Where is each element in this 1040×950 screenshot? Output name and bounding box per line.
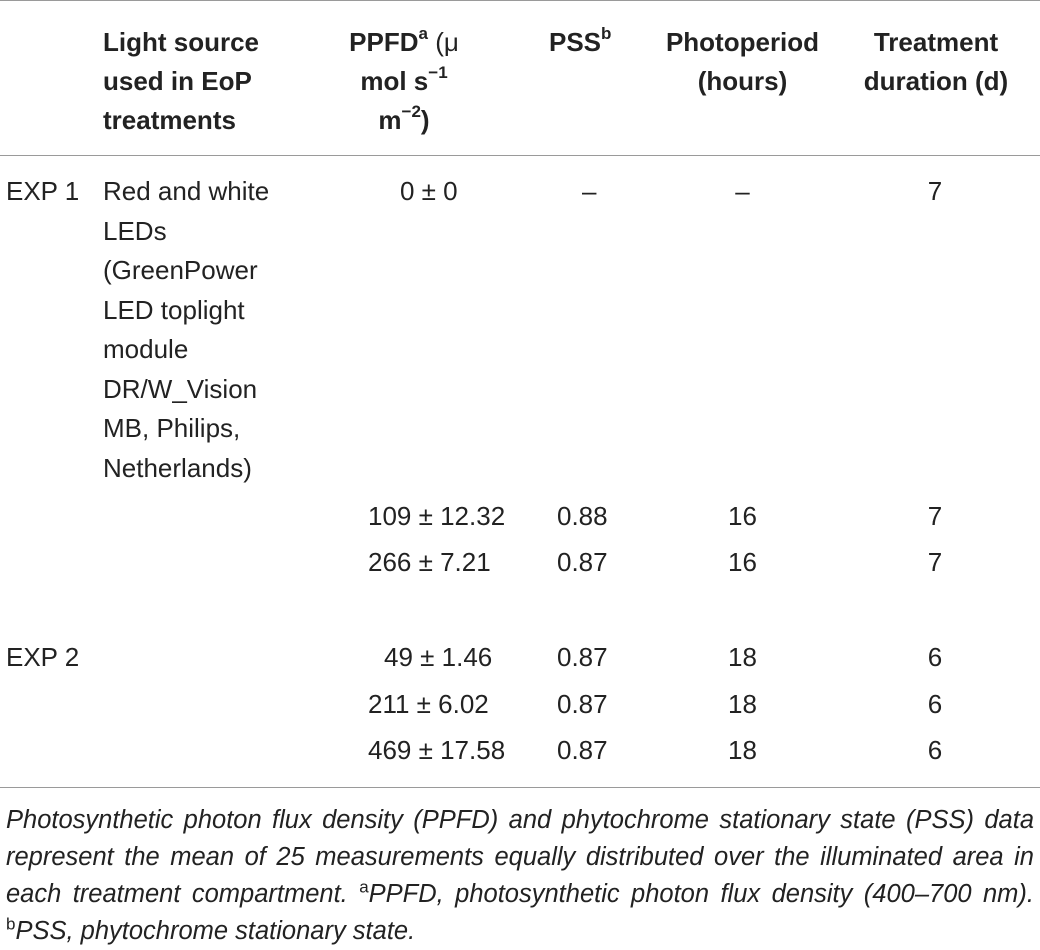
row6-duration: 6	[927, 735, 943, 765]
row2-photoperiod: 16	[728, 501, 757, 531]
row1-photoperiod: –	[735, 176, 750, 206]
row4-experiment: EXP 2	[6, 642, 80, 672]
row1-light-source: Red and white LEDs (GreenPower LED topli…	[103, 176, 270, 483]
row3-photoperiod: 16	[728, 547, 757, 577]
caption-footnote-a-mark: a	[359, 877, 369, 897]
header-pss-label: PSS	[549, 27, 602, 57]
header-ppfd-unit-end: )	[420, 105, 430, 135]
row3-duration: 7	[927, 547, 943, 577]
header-ppfd-unit-mol: mol s	[360, 66, 429, 96]
header-ppfd-unit-start: (μ	[427, 27, 459, 57]
caption-footnote-b: PSS, phytochrome stationary state.	[15, 917, 416, 945]
header-light-source: Light source used in EoP treatments	[103, 23, 303, 140]
row2-duration: 7	[927, 501, 943, 531]
header-light-source-line2: used in EoP	[103, 66, 252, 96]
header-ppfd-line2: mol s−1	[330, 62, 478, 101]
row1-experiment: EXP 1	[6, 176, 80, 206]
header-pss: PSSb	[549, 23, 629, 62]
header-ppfd-line1: PPFDa (μ	[330, 23, 478, 62]
table-bottom-rule	[0, 787, 1040, 788]
row5-photoperiod: 18	[728, 689, 757, 719]
row5-pss: 0.87	[557, 689, 608, 719]
header-ppfd-unit-exp2: −2	[401, 102, 421, 122]
row1-ppfd: 0 ± 0	[400, 176, 458, 206]
header-photoperiod: Photoperiod (hours)	[655, 23, 830, 101]
caption-main-text: Photosynthetic photon flux density (PPFD…	[6, 806, 1034, 908]
header-ppfd-unit-m: m	[378, 105, 402, 135]
header-light-source-line3: treatments	[103, 105, 236, 135]
row6-pss: 0.87	[557, 735, 608, 765]
caption-footnote-a: PPFD, photosynthetic photon flux density…	[368, 880, 1034, 908]
row6-photoperiod: 18	[728, 735, 757, 765]
header-treatment-line2: duration (d)	[863, 66, 1009, 96]
row1-pss: –	[582, 176, 597, 206]
row4-pss: 0.87	[557, 642, 608, 672]
row6-ppfd: 469 ± 17.58	[368, 735, 506, 765]
header-photoperiod-line2: (hours)	[697, 66, 788, 96]
row4-ppfd: 49 ± 1.46	[384, 642, 493, 672]
header-treatment-duration: Treatment duration (d)	[850, 23, 1022, 101]
header-light-source-line1: Light source	[103, 27, 260, 57]
row2-ppfd: 109 ± 12.32	[368, 501, 506, 531]
header-treatment-line1: Treatment	[873, 27, 999, 57]
row2-pss: 0.88	[557, 501, 608, 531]
table-caption: Photosynthetic photon flux density (PPFD…	[6, 802, 1034, 950]
header-ppfd-line3: m−2)	[330, 101, 478, 140]
header-ppfd-unit-exp1: −1	[428, 63, 448, 83]
header-photoperiod-line1: Photoperiod	[665, 27, 820, 57]
row5-duration: 6	[927, 689, 943, 719]
row4-duration: 6	[927, 642, 943, 672]
header-ppfd-footnote-mark: a	[418, 24, 428, 44]
caption-footnote-b-mark: b	[6, 914, 16, 934]
row1-duration: 7	[927, 176, 943, 206]
header-ppfd: PPFDa (μ mol s−1 m−2)	[330, 23, 478, 140]
row5-ppfd: 211 ± 6.02	[368, 689, 489, 719]
table-header-rule	[0, 155, 1040, 156]
row4-photoperiod: 18	[728, 642, 757, 672]
header-ppfd-label: PPFD	[349, 27, 419, 57]
row3-ppfd: 266 ± 7.21	[368, 547, 491, 577]
header-pss-footnote-mark: b	[601, 24, 612, 44]
table-top-rule	[0, 0, 1040, 1]
row3-pss: 0.87	[557, 547, 608, 577]
